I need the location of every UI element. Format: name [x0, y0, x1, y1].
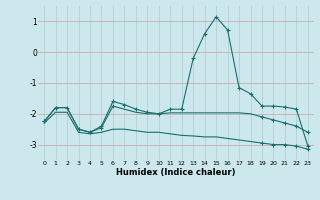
X-axis label: Humidex (Indice chaleur): Humidex (Indice chaleur): [116, 168, 236, 177]
